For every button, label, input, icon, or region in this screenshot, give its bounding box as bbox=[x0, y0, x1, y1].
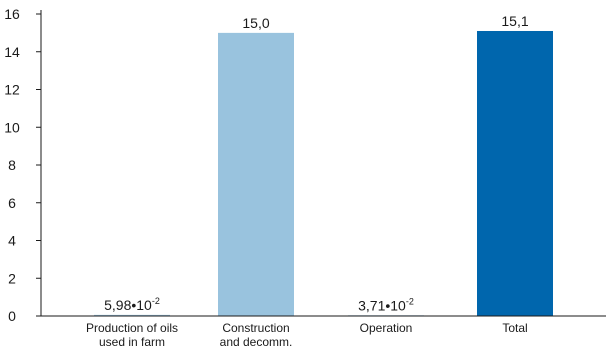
y-tick-label: 4 bbox=[8, 233, 16, 249]
bar-1 bbox=[94, 314, 170, 316]
value-label-4: 15,1 bbox=[501, 13, 528, 29]
value-label-mantissa: 15,1 bbox=[501, 13, 528, 29]
x-category-label: Production of oils bbox=[86, 321, 178, 335]
x-category-label: Total bbox=[502, 321, 527, 335]
bars bbox=[94, 30, 553, 317]
y-tick-label: 0 bbox=[8, 308, 16, 324]
y-tick-label: 6 bbox=[8, 195, 16, 211]
y-tick-label: 2 bbox=[8, 270, 16, 286]
bar-4 bbox=[477, 30, 553, 317]
y-tick-label: 14 bbox=[4, 44, 20, 60]
x-category-label: and decomm. bbox=[220, 335, 293, 349]
x-category-label: used in farm bbox=[99, 335, 165, 349]
y-axis: 0 2 4 6 8 10 12 14 16 bbox=[4, 6, 42, 324]
value-label-3: 3,71•10-2 bbox=[358, 296, 414, 313]
y-tick-label: 8 bbox=[8, 157, 16, 173]
value-label-exponent: -2 bbox=[152, 296, 160, 306]
value-label-1: 5,98•10-2 bbox=[104, 296, 160, 313]
x-category-label: Construction bbox=[222, 321, 289, 335]
value-label-2: 15,0 bbox=[242, 15, 269, 31]
value-label-mantissa: 3,71•10 bbox=[358, 297, 406, 313]
value-label-mantissa: 5,98•10 bbox=[104, 297, 152, 313]
value-label-mantissa: 15,0 bbox=[242, 15, 269, 31]
x-category-label: Operation bbox=[360, 321, 413, 335]
bar-2 bbox=[218, 32, 294, 316]
value-label-exponent: -2 bbox=[406, 296, 414, 306]
value-labels: 5,98•10-215,03,71•10-215,1 bbox=[104, 13, 529, 313]
y-tick-label: 16 bbox=[4, 6, 20, 22]
y-tick-label: 12 bbox=[4, 82, 20, 98]
y-tick-label: 10 bbox=[4, 119, 20, 135]
